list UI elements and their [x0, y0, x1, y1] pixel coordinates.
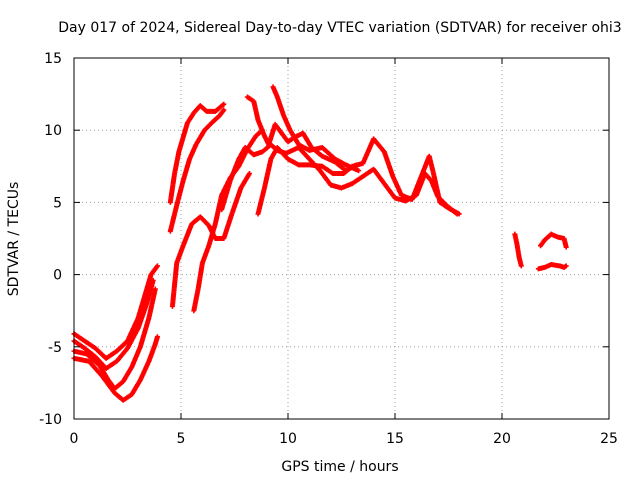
data-point	[356, 168, 362, 174]
data-point	[563, 263, 569, 269]
x-axis-label: GPS time / hours	[281, 459, 398, 475]
data-point	[154, 263, 160, 269]
series-track-4	[71, 334, 160, 403]
y-tick-label: 0	[53, 268, 62, 284]
series-track-10	[255, 136, 462, 217]
x-tick-label: 25	[600, 431, 618, 447]
series-track-6	[167, 107, 227, 234]
y-tick-label: 10	[44, 123, 62, 139]
chart-title: Day 017 of 2024, Sidereal Day-to-day VTE…	[58, 20, 621, 36]
data-point	[563, 244, 569, 250]
x-tick-label: 20	[493, 431, 511, 447]
data-point	[152, 286, 158, 292]
x-tick-label: 10	[279, 431, 297, 447]
series-track-9	[219, 142, 460, 217]
grid-lines	[74, 58, 609, 419]
y-tick-label: 5	[53, 195, 62, 211]
series-track-5	[167, 101, 227, 205]
series-track-12	[270, 84, 362, 174]
series-track-11	[244, 94, 359, 174]
series-track-13	[512, 231, 524, 269]
plot-frame	[73, 57, 610, 420]
plot-points	[71, 84, 569, 403]
data-point	[353, 162, 359, 168]
x-tick-label: 5	[177, 431, 186, 447]
data-point	[221, 101, 227, 107]
y-tick-label: -5	[48, 340, 62, 356]
x-tick-label: 0	[70, 431, 79, 447]
series-track-1	[71, 263, 160, 361]
axis-ticks: 0 5 10 15 20 25 -10 -5 0 5 10 15	[39, 51, 618, 447]
y-tick-label: -10	[39, 412, 62, 428]
y-tick-label: 15	[44, 51, 62, 67]
series-track-7	[169, 171, 252, 309]
y-axis-label: SDTVAR / TECUs	[6, 182, 22, 297]
data-point	[154, 334, 160, 340]
data-point	[246, 171, 252, 177]
series-track-14	[538, 231, 569, 250]
series-track-15	[535, 261, 569, 272]
series-track-2	[71, 277, 156, 371]
data-point	[456, 211, 462, 217]
data-point	[518, 263, 524, 269]
data-point	[221, 107, 227, 113]
data-point	[150, 277, 156, 283]
x-tick-label: 15	[386, 431, 404, 447]
